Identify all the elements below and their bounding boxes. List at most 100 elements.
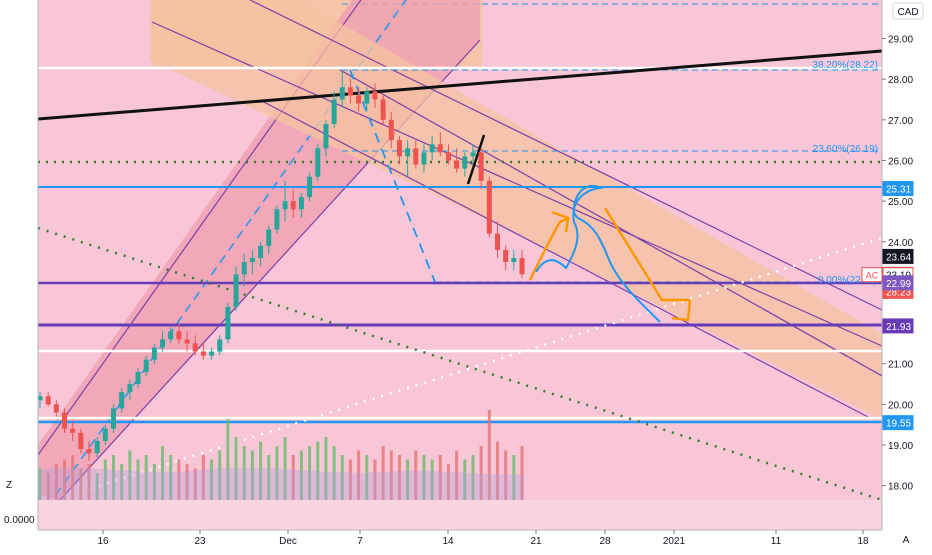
candle-body[interactable]: [282, 201, 288, 210]
candle-body[interactable]: [478, 152, 484, 181]
candle-body[interactable]: [372, 91, 378, 100]
candle-body[interactable]: [331, 99, 337, 124]
falling-channel-line-4[interactable]: [259, 99, 871, 419]
volume-bar: [357, 450, 361, 500]
candle-body[interactable]: [53, 404, 59, 413]
volume-bar: [161, 446, 165, 500]
candle-body[interactable]: [347, 87, 353, 96]
drawings-layer[interactable]: [38, 0, 883, 527]
candle-body[interactable]: [364, 91, 370, 104]
price-tick-label: 18.00: [888, 482, 913, 493]
volume-bar: [234, 437, 238, 500]
currency-badge[interactable]: [892, 2, 924, 20]
candle-body[interactable]: [470, 152, 476, 157]
candle-body[interactable]: [486, 180, 492, 234]
candle-body[interactable]: [233, 274, 239, 307]
candle-body[interactable]: [38, 396, 43, 401]
candle-body[interactable]: [225, 306, 231, 340]
candle-body[interactable]: [356, 95, 362, 104]
blue-dashed-projection[interactable]: [349, 69, 436, 283]
candle-body[interactable]: [519, 258, 525, 275]
a-label[interactable]: A: [903, 535, 910, 546]
candle-body[interactable]: [119, 392, 125, 409]
candle-body[interactable]: [168, 331, 174, 340]
candle-body[interactable]: [290, 201, 296, 210]
badge-tag-label: AC: [866, 271, 879, 281]
candle-body[interactable]: [70, 428, 76, 433]
candle-body[interactable]: [339, 87, 345, 100]
candle-body[interactable]: [462, 156, 468, 169]
candle-body[interactable]: [454, 160, 460, 169]
candle-body[interactable]: [241, 262, 247, 275]
orange-arrow-down[interactable]: [603, 207, 690, 302]
z-label[interactable]: Z: [6, 480, 12, 491]
volume-bar: [87, 464, 91, 500]
candle-body[interactable]: [176, 331, 182, 340]
candle-body[interactable]: [192, 343, 198, 352]
candle-body[interactable]: [323, 123, 329, 149]
volume-bar: [201, 455, 205, 500]
candle-body[interactable]: [143, 359, 149, 372]
candle-body[interactable]: [298, 197, 304, 210]
volume-bar: [414, 450, 418, 500]
candle-body[interactable]: [266, 229, 272, 246]
left-gutter: [0, 0, 38, 550]
black-trendline[interactable]: [38, 49, 882, 121]
candle-body[interactable]: [45, 396, 51, 405]
candle-body[interactable]: [511, 258, 517, 263]
candle-body[interactable]: [421, 152, 427, 165]
candle-body[interactable]: [249, 258, 255, 263]
candle-body[interactable]: [135, 371, 141, 385]
candle-body[interactable]: [151, 347, 157, 360]
blue-handdrawn-path[interactable]: [535, 185, 661, 323]
volume-bar: [422, 455, 426, 500]
candle-body[interactable]: [127, 384, 133, 393]
candle-body[interactable]: [388, 119, 394, 141]
black-wedge-line[interactable]: [466, 134, 486, 185]
candle-body[interactable]: [200, 351, 206, 356]
candle-body[interactable]: [209, 351, 215, 356]
candle-body[interactable]: [445, 152, 451, 161]
green-dotted-trendline[interactable]: [38, 226, 882, 500]
candle-body[interactable]: [78, 432, 84, 450]
volume-bar: [275, 446, 279, 500]
candle-body[interactable]: [102, 428, 108, 441]
volume-bar: [316, 441, 320, 500]
falling-channel-line-2[interactable]: [249, 0, 882, 311]
candle-body[interactable]: [184, 339, 190, 344]
candle-body[interactable]: [494, 233, 500, 250]
volume-bar: [46, 473, 50, 500]
volume-bar: [455, 450, 459, 500]
candle-body[interactable]: [274, 209, 280, 230]
candle-body[interactable]: [413, 148, 419, 165]
candle-body[interactable]: [258, 245, 264, 259]
candle-body[interactable]: [429, 144, 435, 153]
white-dotted-trendline[interactable]: [38, 236, 882, 505]
candle-body[interactable]: [437, 144, 443, 153]
candle-body[interactable]: [86, 449, 92, 454]
candle-body[interactable]: [307, 176, 313, 198]
candles[interactable]: [38, 71, 525, 462]
volume-bar: [299, 450, 303, 500]
candle-body[interactable]: [62, 412, 68, 429]
falling-channel-line-1[interactable]: [151, 21, 882, 347]
volume-bar: [218, 450, 222, 500]
candle-body[interactable]: [217, 339, 223, 352]
candle-body[interactable]: [405, 148, 411, 157]
candle-body[interactable]: [315, 148, 321, 177]
price-badge-label: 22.99: [886, 279, 911, 290]
fib-label-0: 0.00%(22.91): [818, 275, 878, 286]
volume-bar: [512, 455, 516, 500]
rising-midline[interactable]: [38, 0, 420, 520]
candle-body[interactable]: [94, 440, 100, 454]
volume-bar: [381, 446, 385, 500]
candle-body[interactable]: [160, 339, 166, 348]
orange-arrow-up[interactable]: [528, 216, 569, 281]
candle-body[interactable]: [396, 140, 402, 157]
price-tick-label: 25.00: [888, 197, 913, 208]
candle-body[interactable]: [380, 99, 386, 120]
candle-body[interactable]: [111, 408, 117, 429]
candle-body[interactable]: [503, 249, 509, 263]
